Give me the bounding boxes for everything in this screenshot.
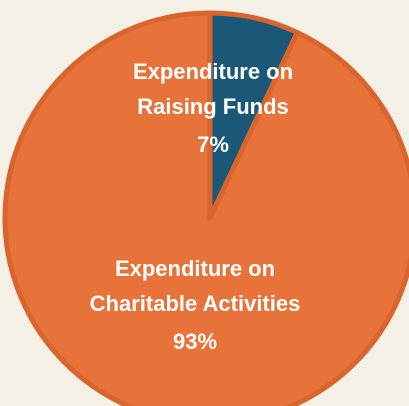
slice-value-label: 7% [197,132,229,157]
pie-slice [2,10,409,406]
slice-label: Expenditure on Raising Funds [133,59,293,119]
slice-label-line: Raising Funds [137,94,289,119]
slice-label: Expenditure on Charitable Activities [90,256,301,316]
slice-label-line: Expenditure on [133,59,293,84]
slice-label-line: Expenditure on [115,256,275,281]
slice-value-label: 93% [173,329,217,354]
slice-label-line: Charitable Activities [90,291,301,316]
